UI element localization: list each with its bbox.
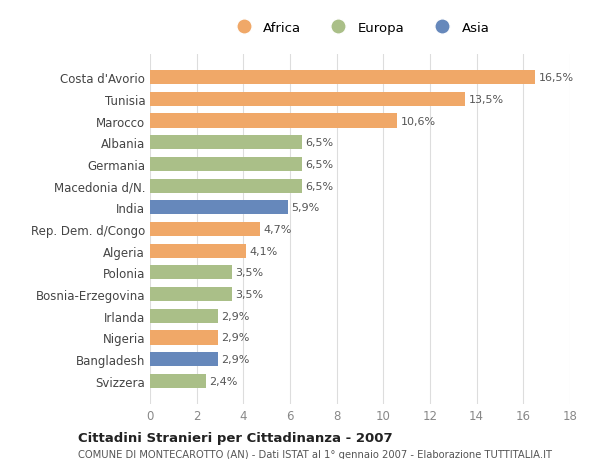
Text: 6,5%: 6,5% — [305, 138, 333, 148]
Bar — [150, 309, 218, 323]
Text: 6,5%: 6,5% — [305, 160, 333, 169]
Bar — [150, 157, 302, 172]
Bar — [150, 201, 287, 215]
Text: 3,5%: 3,5% — [235, 290, 263, 299]
Text: 2,9%: 2,9% — [221, 311, 250, 321]
Text: 2,9%: 2,9% — [221, 333, 250, 343]
Text: 4,7%: 4,7% — [263, 224, 292, 235]
Bar — [150, 353, 218, 366]
Text: COMUNE DI MONTECAROTTO (AN) - Dati ISTAT al 1° gennaio 2007 - Elaborazione TUTTI: COMUNE DI MONTECAROTTO (AN) - Dati ISTAT… — [78, 449, 552, 459]
Bar — [150, 330, 218, 345]
Text: 2,9%: 2,9% — [221, 354, 250, 364]
Legend: Africa, Europa, Asia: Africa, Europa, Asia — [225, 17, 495, 40]
Bar — [150, 266, 232, 280]
Text: 6,5%: 6,5% — [305, 181, 333, 191]
Text: 10,6%: 10,6% — [401, 116, 436, 126]
Bar — [150, 374, 206, 388]
Bar — [150, 287, 232, 302]
Text: 5,9%: 5,9% — [291, 203, 319, 213]
Bar — [150, 244, 245, 258]
Text: 4,1%: 4,1% — [249, 246, 277, 256]
Text: 3,5%: 3,5% — [235, 268, 263, 278]
Text: 13,5%: 13,5% — [469, 95, 503, 105]
Bar — [150, 114, 397, 129]
Bar — [150, 71, 535, 85]
Bar — [150, 179, 302, 193]
Text: 2,4%: 2,4% — [209, 376, 238, 386]
Bar — [150, 93, 465, 106]
Bar — [150, 136, 302, 150]
Text: Cittadini Stranieri per Cittadinanza - 2007: Cittadini Stranieri per Cittadinanza - 2… — [78, 431, 392, 444]
Bar — [150, 223, 260, 236]
Text: 16,5%: 16,5% — [539, 73, 574, 83]
